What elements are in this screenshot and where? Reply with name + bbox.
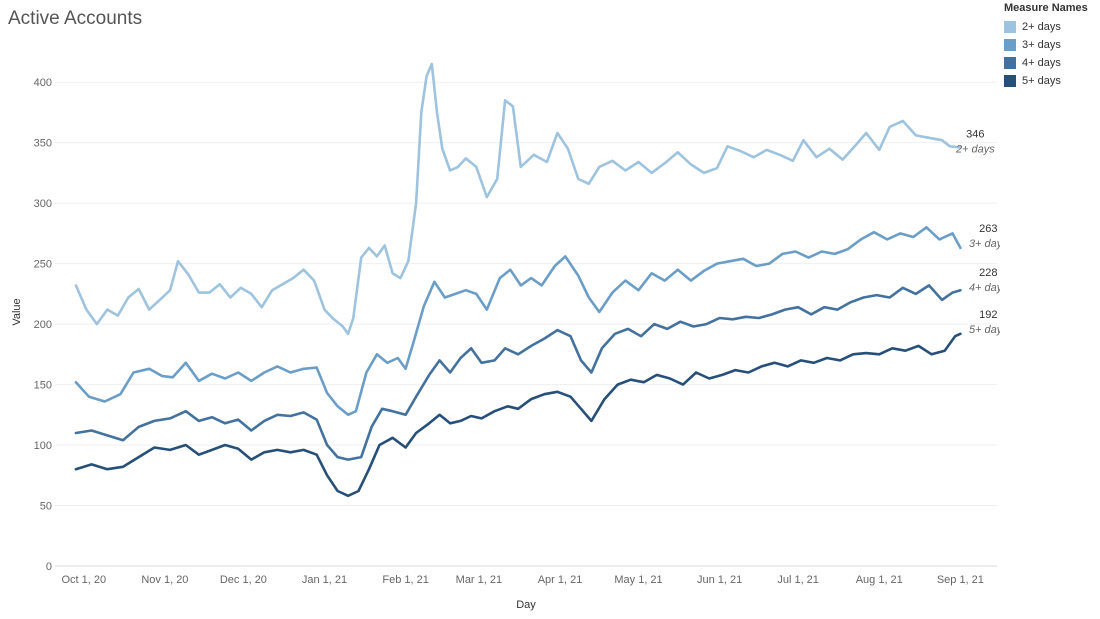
- x-tick-label: Aug 1, 21: [856, 574, 903, 586]
- y-axis-ticks: 0 50 100 150 200 250 300 350 400: [34, 77, 52, 573]
- legend-label: 4+ days: [1022, 57, 1061, 69]
- y-tick-label: 300: [34, 198, 52, 210]
- end-value-label: 228: [979, 267, 997, 279]
- x-tick-label: Jan 1, 21: [302, 574, 347, 586]
- chart-title: Active Accounts: [8, 8, 143, 29]
- legend-label: 3+ days: [1022, 39, 1061, 51]
- x-tick-label: Nov 1, 20: [141, 574, 188, 586]
- x-tick-label: Jul 1, 21: [777, 574, 819, 586]
- y-axis-title: Value: [11, 298, 23, 325]
- series-line-1: [74, 226, 962, 417]
- end-series-label: 5+ days: [969, 324, 1000, 336]
- legend-item-4plus[interactable]: 4+ days: [1004, 54, 1098, 72]
- series-end-labels: 346 2+ days 263 3+ days 228 4+ days 192 5+ days: [955, 129, 1000, 336]
- x-axis-ticks: Oct 1, 20 Nov 1, 20 Dec 1, 20 Jan 1, 21 Feb …: [61, 574, 983, 586]
- x-tick-label: Sep 1, 21: [937, 574, 984, 586]
- x-tick-label: May 1, 21: [614, 574, 662, 586]
- series-lines: [74, 62, 962, 498]
- end-series-label: 2+ days: [955, 144, 995, 156]
- gridlines: [55, 81, 997, 567]
- legend-item-3plus[interactable]: 3+ days: [1004, 36, 1098, 54]
- legend: Measure Names 2+ days 3+ days 4+ days 5+…: [1004, 2, 1098, 90]
- legend-label: 2+ days: [1022, 21, 1061, 33]
- x-tick-label: Feb 1, 21: [382, 574, 428, 586]
- y-tick-label: 200: [34, 319, 52, 331]
- x-tick-label: Mar 1, 21: [456, 574, 502, 586]
- series-line-0: [74, 62, 962, 336]
- x-tick-label: Oct 1, 20: [61, 574, 106, 586]
- end-value-label: 346: [966, 129, 984, 141]
- y-tick-label: 400: [34, 77, 52, 89]
- end-value-label: 192: [979, 309, 997, 321]
- legend-swatch: [1004, 57, 1016, 69]
- x-axis-title: Day: [516, 599, 536, 611]
- y-tick-label: 150: [34, 380, 52, 392]
- legend-title: Measure Names: [1004, 2, 1088, 14]
- series-line-2: [74, 284, 962, 461]
- end-series-label: 4+ days: [969, 282, 1000, 294]
- y-tick-label: 50: [40, 501, 52, 513]
- x-tick-label: Jun 1, 21: [697, 574, 742, 586]
- y-tick-label: 100: [34, 440, 52, 452]
- end-series-label: 3+ days: [969, 238, 1000, 250]
- legend-swatch: [1004, 39, 1016, 51]
- y-tick-label: 250: [34, 259, 52, 271]
- end-value-label: 263: [979, 223, 997, 235]
- y-tick-label: 0: [46, 561, 52, 573]
- x-tick-label: Apr 1, 21: [538, 574, 583, 586]
- legend-label: 5+ days: [1022, 75, 1061, 87]
- legend-swatch: [1004, 21, 1016, 33]
- legend-swatch: [1004, 75, 1016, 87]
- legend-item-2plus[interactable]: 2+ days: [1004, 18, 1098, 36]
- line-chart: 0 50 100 150 200 250 300 350 400 Oct 1, 20 Nov 1,…: [11, 62, 1000, 611]
- x-tick-label: Dec 1, 20: [220, 574, 267, 586]
- series-line-3: [74, 332, 962, 498]
- legend-item-5plus[interactable]: 5+ days: [1004, 72, 1098, 90]
- y-tick-label: 350: [34, 138, 52, 150]
